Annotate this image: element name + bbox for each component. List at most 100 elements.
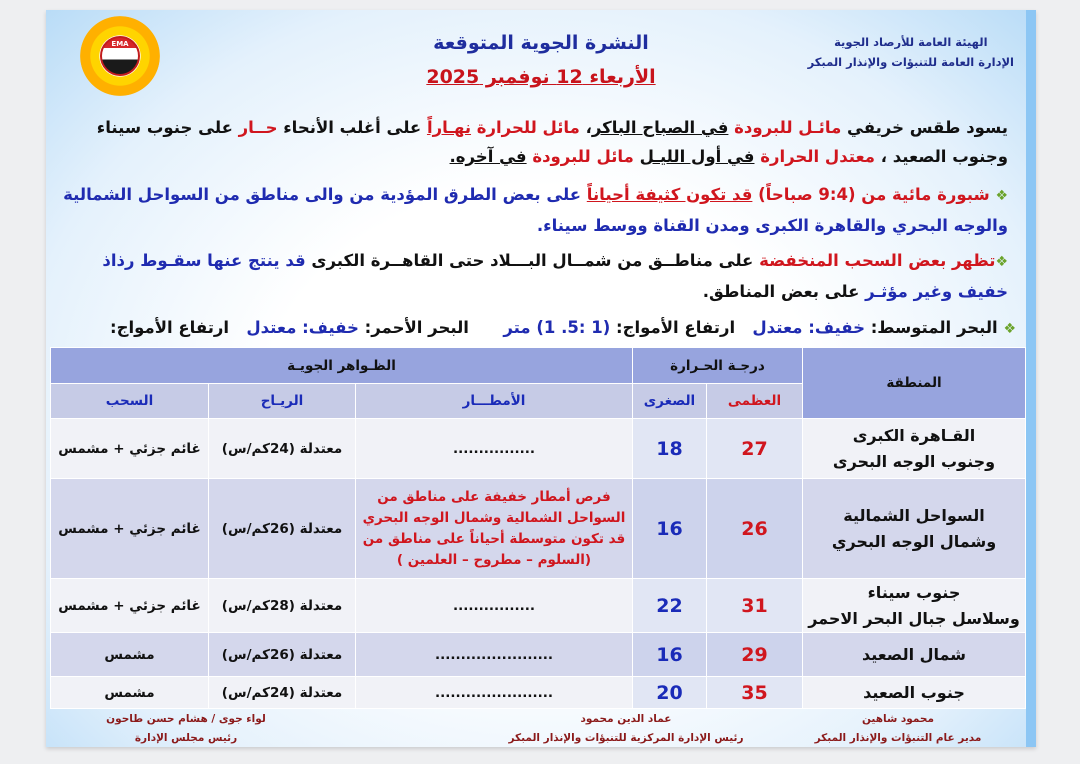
clouds-cell: مشمس (50, 676, 209, 709)
signature-title: مدير عام التنبؤات والإنذار المبكر (814, 732, 982, 744)
wind-cell: معتدلة (28كم/س) (208, 578, 356, 633)
signature-chairman: لواء جوى / هشام حسن طاحون رئيس مجلس الإد… (86, 710, 286, 748)
max-temp-cell: 31 (706, 578, 803, 633)
forecast-table: المنطقة درجـة الحـرارة الظـواهر الجويـة … (50, 347, 1026, 709)
region-cell: جنوب الصعيد (802, 676, 1026, 709)
bullet-icon: ❖ (995, 254, 1008, 270)
text-segment: مائل للبرودة (532, 147, 634, 166)
signature-name: عماد الدين محمود (580, 713, 672, 725)
min-temp-cell: 16 (632, 632, 707, 677)
text-segment: نهـاراً (426, 118, 472, 137)
rain-text: السواحل الشمالية وشمال الوجه البحري (362, 509, 626, 526)
text-segment: يسود طقس خريفي (841, 118, 1008, 137)
rain-text: (السلوم – مطروح – العلمين ) (396, 551, 592, 568)
rain-cell: ....................... (355, 632, 633, 677)
signature-title: رئيس الإدارة المركزية للتنبؤات والإنذار … (508, 732, 744, 744)
weather-bulletin-document: EMA الهيئة العامة للأرصاد الجوية الإدارة… (46, 10, 1036, 747)
text-segment: ارتفاع الأمواج: (104, 318, 247, 337)
text-segment: على مناطــق من شمــال البـــلاد حتى القا… (305, 251, 760, 270)
text-segment: البحر المتوسط: (864, 318, 1004, 337)
wind-cell: معتدلة (24كم/س) (208, 418, 356, 479)
rain-cell: فرص أمطار خفيفة على مناطق من السواحل الشم… (355, 478, 633, 579)
min-temp-cell: 16 (632, 478, 707, 579)
temperature-header: درجـة الحـرارة (632, 347, 803, 384)
table-row: السواحل الشمالية وشمال الوجه البحري 26 16 فر… (50, 478, 1026, 579)
rain-cell: ................ (355, 418, 633, 479)
region-name: القـاهرة الكبرى (852, 425, 976, 445)
region-cell: القـاهرة الكبرى وجنوب الوجه البحرى (802, 418, 1026, 479)
wind-header: الريـاح (208, 383, 356, 419)
table-row: جنوب الصعيد 35 20....................... مع… (50, 676, 1026, 709)
rain-text: ....................... (435, 684, 553, 701)
page-title: النشرة الجوية المتوقعة (433, 32, 649, 54)
signature-name: لواء جوى / هشام حسن طاحون (106, 713, 266, 725)
text-segment: في الصباح الباكر (591, 118, 729, 137)
wind-cell: معتدلة (24كم/س) (208, 676, 356, 709)
clouds-cell: غائم جزئي + مشمس (50, 418, 209, 479)
region-header: المنطقة (802, 347, 1026, 419)
ema-logo: EMA (80, 16, 160, 96)
min-temp-cell: 18 (632, 418, 707, 479)
text-segment: مائل للحرارة (476, 118, 580, 137)
logo-text: EMA (111, 40, 129, 48)
signature-central-director: عماد الدين محمود رئيس الإدارة المركزية ل… (476, 710, 776, 748)
text-segment: مائـل للبرودة (734, 118, 842, 137)
clouds-cell: غائم جزئي + مشمس (50, 478, 209, 579)
text-segment: على بعض الطرق المؤدية من والى مناطق من ا… (57, 185, 1008, 235)
region-cell: السواحل الشمالية وشمال الوجه البحري (802, 478, 1026, 579)
text-segment: خفيف: معتدل (752, 318, 865, 337)
region-name: جنوب الصعيد (863, 682, 965, 702)
text-segment: (1 :5. 1) متر (503, 318, 611, 337)
max-temp-cell: 26 (706, 478, 803, 579)
text-segment: خفيف: معتدل (246, 318, 359, 337)
text-segment: في أول الليـل (639, 147, 755, 166)
max-temp-cell: 27 (706, 418, 803, 479)
rain-text: قد تكون متوسطة أحياناً على مناطق من (362, 530, 626, 547)
max-temp-cell: 29 (706, 632, 803, 677)
text-segment: في آخره. (449, 147, 527, 166)
wind-cell: معتدلة (26كم/س) (208, 632, 356, 677)
phenomena-header: الظـواهر الجويـة (50, 347, 633, 384)
rain-cell: ....................... (355, 676, 633, 709)
signature-title: رئيس مجلس الإدارة (134, 732, 238, 744)
table-row: القـاهرة الكبرى وجنوب الوجه البحرى 27 18...… (50, 418, 1026, 479)
rain-text: ....................... (435, 646, 553, 663)
clouds-header: السحب (50, 383, 209, 419)
text-segment: ارتفاع الأمواج: (610, 318, 753, 337)
bullet-icon: ❖ (1003, 321, 1016, 337)
max-temp-cell: 35 (706, 676, 803, 709)
text-segment: شبورة مائية من (9:4 صباحاً) (752, 185, 996, 204)
region-name: وشمال الوجه البحري (831, 531, 997, 551)
rain-text: ................ (452, 440, 536, 457)
signature-name: محمود شاهين (861, 713, 935, 725)
region-name: السواحل الشمالية (843, 505, 985, 525)
text-segment: على جنوب سيناء وجنوب الصعيد ، (91, 118, 1008, 166)
bulletin-paragraph: يسود طقس خريفي مائـل للبرودة في الصباح ا… (56, 113, 1008, 171)
text-segment: ، (579, 118, 592, 137)
rain-header: الأمطـــار (355, 383, 633, 419)
region-cell: جنوب سيناء وسلاسل جبال البحر الاحمر (802, 578, 1026, 633)
text-segment: البحر الأحمر: (358, 318, 504, 337)
bulletin-paragraph: ❖ شبورة مائية من (9:4 صباحاً) قد تكون كث… (56, 180, 1008, 240)
clouds-cell: غائم جزئي + مشمس (50, 578, 209, 633)
ema-logo-emblem: EMA (100, 36, 140, 76)
text-segment: حــار (238, 118, 278, 137)
bulletin-date: الأربعاء 12 نوفمبر 2025 (426, 66, 656, 88)
text-segment: على بعض المناطق. (702, 282, 866, 301)
min-temp-cell: 20 (632, 676, 707, 709)
region-name: جنوب سيناء (867, 582, 961, 602)
org-name: الهيئة العامة للأرصاد الجوية (834, 35, 988, 49)
rain-text: ................ (452, 597, 536, 614)
org-department: الإدارة العامة للتنبؤات والإنذار المبكر (807, 55, 1014, 69)
min-temp-header: الصغرى (632, 383, 707, 419)
text-segment: قد تكون كثيفة أحياناً (586, 185, 753, 204)
region-name: شمال الصعيد (862, 644, 966, 664)
table-row: شمال الصعيد 29 16....................... مع… (50, 632, 1026, 677)
text-segment: تظهر بعض السحب المنخفضة (759, 251, 996, 270)
text-segment: على أغلب الأنحاء (277, 118, 427, 137)
bulletin-paragraph: ❖ البحر المتوسط: خفيف: معتدل ارتفاع الأم… (56, 313, 1016, 373)
signature-forecast-director: محمود شاهين مدير عام التنبؤات والإنذار ا… (788, 710, 1008, 748)
clouds-cell: مشمس (50, 632, 209, 677)
table-row: جنوب سيناء وسلاسل جبال البحر الاحمر 31 22..… (50, 578, 1026, 633)
region-cell: شمال الصعيد (802, 632, 1026, 677)
